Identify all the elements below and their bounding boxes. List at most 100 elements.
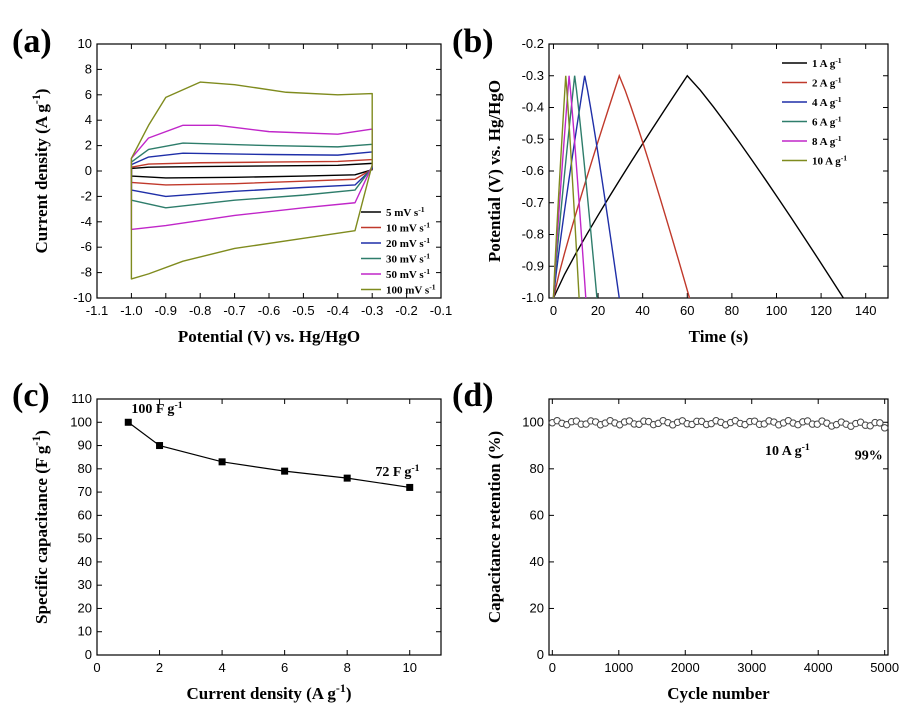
x-tick-label: 0: [549, 660, 556, 675]
gcd-curve-series: [552, 75, 598, 299]
gcd-curve-series: [552, 75, 587, 299]
legend-label: 50 mV s-1: [386, 267, 430, 282]
x-tick-label: 60: [680, 303, 694, 318]
x-tick-label: 4000: [804, 660, 833, 675]
annotation: 72 F g-1: [375, 462, 419, 480]
y-tick-label: 8: [85, 61, 92, 76]
legend-label: 10 A g-1: [812, 153, 847, 168]
x-tick-label: -0.2: [395, 303, 417, 318]
x-tick-label: 2: [156, 660, 163, 675]
data-point: [156, 442, 164, 450]
y-tick-label: -0.8: [522, 227, 544, 242]
legend-label: 4 A g-1: [812, 95, 842, 110]
panel-letter: (b): [452, 23, 494, 60]
data-point: [218, 458, 226, 466]
legend-label: 100 mV s-1: [386, 282, 436, 297]
x-tick-label: 8: [344, 660, 351, 675]
y-tick-label: 100: [522, 414, 544, 429]
y-tick-label: 60: [78, 507, 92, 522]
panel-b-gcd-curves: (b) 0 20 40 60 80 100 120 140 -1.0 -0.9 -0.8 -0.7 -0.…: [452, 23, 889, 346]
y-tick-label: 50: [78, 531, 92, 546]
x-tick-label: -0.1: [430, 303, 452, 318]
gcd-curve-series: [552, 75, 620, 299]
y-tick-label: -6: [80, 239, 92, 254]
y-tick-label: 80: [78, 461, 92, 476]
y-axis-label: Specific capacitance (F g-1): [29, 430, 51, 624]
panel-letter: (c): [12, 377, 50, 414]
y-tick-label: 100: [70, 414, 92, 429]
annotation: 100 F g-1: [131, 399, 182, 417]
x-tick-label: 2000: [671, 660, 700, 675]
x-tick-label: 80: [725, 303, 739, 318]
panel-letter: (d): [452, 377, 494, 414]
x-tick-label: 5000: [870, 660, 899, 675]
legend-label: 5 mV s-1: [386, 205, 425, 220]
y-tick-label: 40: [530, 554, 544, 569]
x-tick-label: 10: [402, 660, 416, 675]
x-tick-label: 0: [550, 303, 557, 318]
retention-point: [876, 419, 884, 427]
y-axis-label: Potential (V) vs. Hg/HgO: [485, 80, 504, 262]
y-tick-label: -4: [80, 214, 92, 229]
y-tick-label: 40: [78, 554, 92, 569]
y-tick-label: -0.5: [522, 131, 544, 146]
y-tick-label: 0: [85, 163, 92, 178]
plot-frame: [96, 398, 442, 656]
x-axis-label: Cycle number: [667, 684, 770, 703]
plot-frame: [548, 398, 889, 656]
y-tick-label: 6: [85, 87, 92, 102]
x-tick-label: -0.8: [189, 303, 211, 318]
panel-a-cv-curves: (a)-1.1 -1.0 -0.9 -0.8 -0.7 -0.6 -0.5 -0.4 -0.3-…: [12, 23, 452, 346]
x-tick-label: -0.9: [155, 303, 177, 318]
y-tick-label: 0: [537, 647, 544, 662]
legend-label: 2 A g-1: [812, 75, 842, 90]
x-axis-label: Time (s): [689, 327, 749, 346]
y-tick-label: 90: [78, 438, 92, 453]
cv-curve-series: [130, 158, 373, 186]
y-tick-label: -8: [80, 265, 92, 280]
data-point: [124, 418, 132, 426]
x-tick-label: -0.6: [258, 303, 280, 318]
y-tick-label: 80: [530, 461, 544, 476]
data-point: [281, 467, 289, 475]
y-tick-label: 4: [85, 112, 92, 127]
x-tick-label: -0.7: [223, 303, 245, 318]
x-tick-label: 20: [591, 303, 605, 318]
y-tick-label: -10: [73, 290, 92, 305]
x-tick-label: 4: [218, 660, 225, 675]
annotation: 10 A g-1: [765, 441, 810, 459]
gcd-curve-series: [552, 74, 844, 299]
legend-label: 30 mV s-1: [386, 251, 430, 266]
gcd-curve-series: [552, 75, 580, 299]
x-tick-label: -0.3: [361, 303, 383, 318]
panel-c-rate-capability: (c)0 2 4 6 8 100102030405060708090100110Curre…: [12, 377, 442, 703]
cv-curve-series: [130, 151, 373, 198]
gcd-curve-series: [552, 73, 691, 299]
y-tick-label: -0.3: [522, 68, 544, 83]
x-tick-label: 40: [635, 303, 649, 318]
y-tick-label: 10: [78, 624, 92, 639]
x-tick-label: -0.4: [327, 303, 349, 318]
retention-point: [880, 424, 889, 432]
y-tick-label: 0: [85, 647, 92, 662]
y-tick-label: -0.9: [522, 258, 544, 273]
y-tick-label: -0.4: [522, 100, 544, 115]
x-tick-label: -1.0: [120, 303, 142, 318]
y-tick-label: 2: [85, 138, 92, 153]
y-tick-label: 110: [71, 391, 92, 406]
legend-label: 1 A g-1: [812, 56, 842, 71]
x-axis-label: Potential (V) vs. Hg/HgO: [178, 327, 360, 346]
x-tick-label: 140: [855, 303, 877, 318]
y-tick-label: 30: [78, 577, 92, 592]
rate-line: [127, 421, 410, 489]
y-tick-label: 60: [530, 507, 544, 522]
x-tick-label: 1000: [604, 660, 633, 675]
cv-curve-series: [130, 162, 373, 179]
y-tick-label: -0.6: [522, 163, 544, 178]
y-tick-label: 20: [530, 600, 544, 615]
y-axis-label: Current density (A g-1): [29, 89, 51, 254]
x-tick-label: 100: [766, 303, 788, 318]
annotation: 99%: [855, 449, 883, 464]
y-tick-label: -2: [80, 188, 92, 203]
